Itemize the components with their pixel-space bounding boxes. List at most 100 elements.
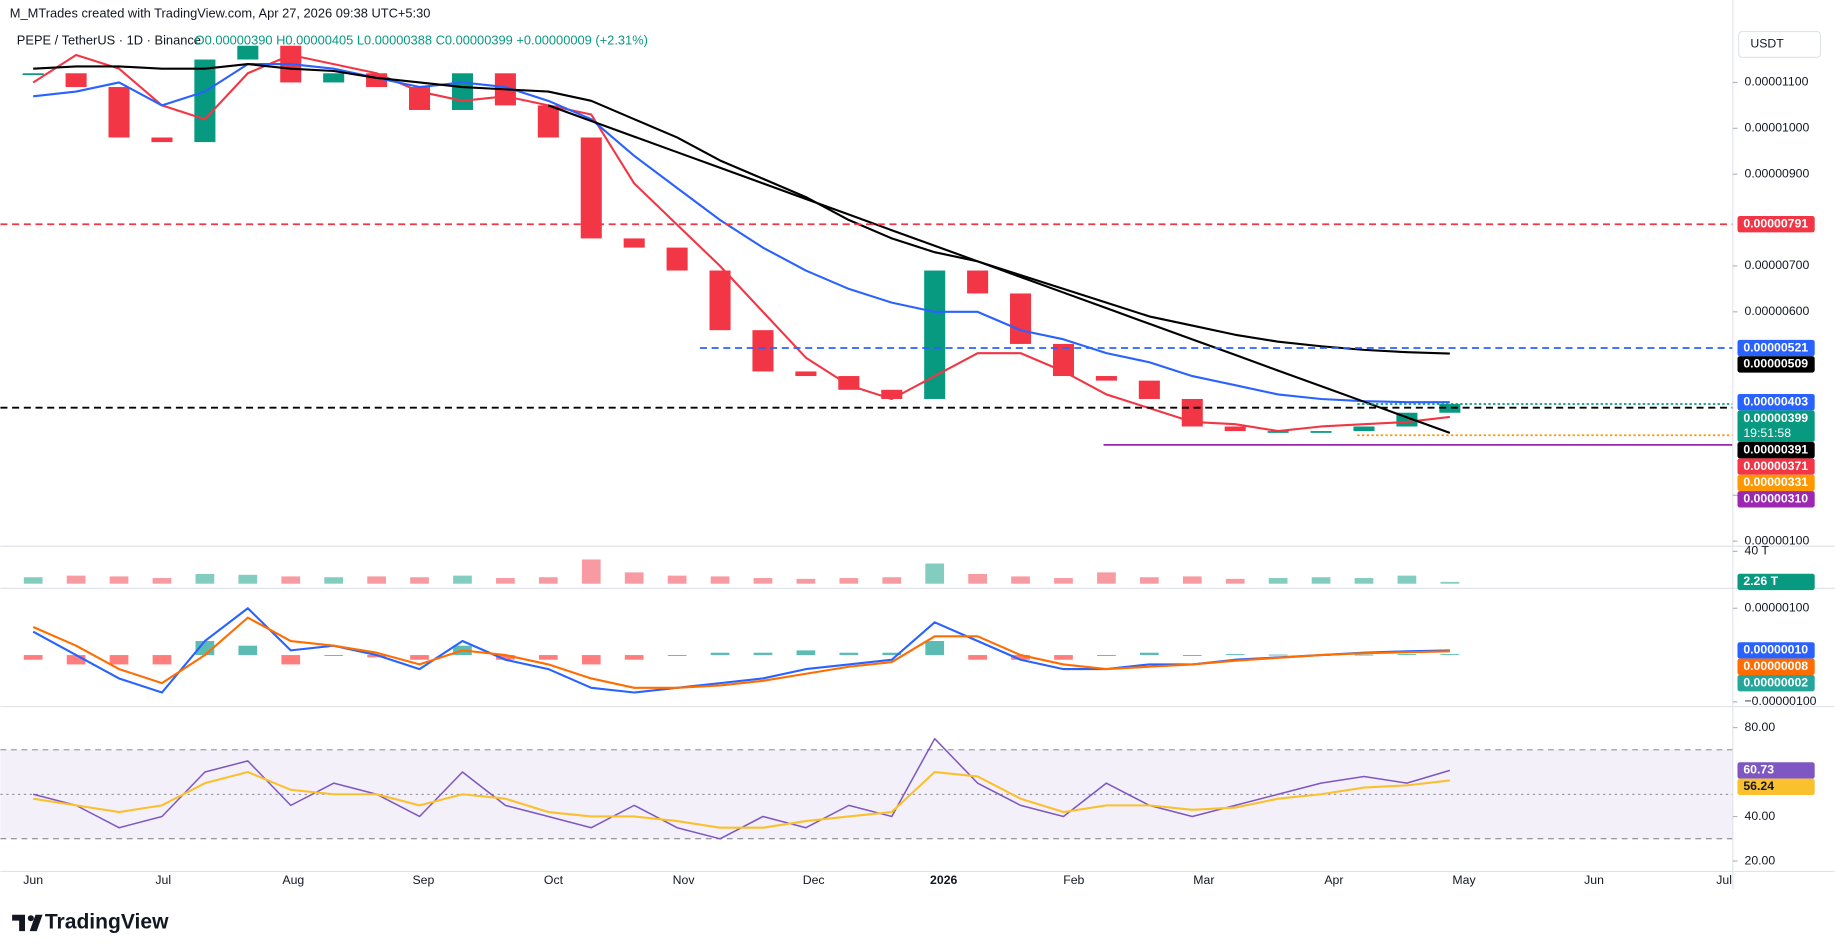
candle: [709, 270, 731, 331]
volume-bar: [1011, 576, 1030, 584]
time-axis-label: May: [1452, 873, 1476, 887]
price-badge-label: 0.00000002: [1743, 675, 1808, 689]
brand-logo: [12, 914, 43, 932]
volume-bar: [496, 578, 515, 584]
price-badge-label: 60.73: [1743, 763, 1774, 777]
histogram-bar: [1268, 654, 1288, 656]
histogram-bar: [1182, 655, 1202, 656]
time-axis-label: Jul: [155, 873, 171, 887]
volume-bar: [667, 575, 687, 584]
candle: [1439, 404, 1461, 413]
logo-mark: [27, 915, 34, 922]
price-badge: [1737, 778, 1815, 796]
candle: [194, 59, 216, 143]
y-tick-label: 20.00: [1745, 853, 1776, 867]
candle: [537, 105, 559, 138]
candle: [451, 73, 473, 110]
histogram-bar: [1440, 654, 1460, 656]
histogram-bar: [1397, 654, 1417, 656]
price-badge: [1737, 216, 1815, 233]
volume-bar: [453, 575, 472, 584]
volume-bar: [710, 576, 730, 584]
candle: [666, 247, 688, 271]
y-tick-label: 0.00001100: [1745, 75, 1809, 89]
volume-bar: [882, 577, 902, 584]
price-badge-label: 0.00000521: [1743, 340, 1808, 354]
series-line: [547, 104, 1451, 434]
histogram-bar: [667, 655, 687, 656]
histogram-bar: [581, 655, 601, 665]
price-badge: [1737, 642, 1815, 659]
candle: [65, 73, 87, 88]
histogram-bar: [367, 655, 386, 658]
price-badge: [1737, 573, 1815, 591]
candle: [22, 73, 44, 76]
price-badge-label: 0.00000010: [1743, 643, 1808, 657]
price-badge: [1737, 339, 1815, 357]
volume-bar: [66, 575, 86, 584]
price-badge: [1737, 356, 1815, 373]
volume-bar: [796, 578, 816, 584]
volume-bar: [581, 559, 601, 584]
volume-bar: [109, 576, 129, 584]
histogram-bar: [710, 652, 730, 656]
time-axis-label: Nov: [673, 873, 696, 887]
volume-bar: [624, 572, 644, 584]
price-badge-label: 0.00000008: [1743, 659, 1808, 673]
candle: [580, 137, 602, 239]
volume-bar: [1139, 577, 1159, 584]
candle: [1095, 376, 1117, 381]
histogram-bar: [1139, 652, 1159, 656]
candle: [967, 270, 989, 294]
brand: TradingView: [45, 910, 169, 933]
histogram-bar: [1354, 654, 1374, 656]
volume-bar: [925, 563, 945, 584]
candle: [323, 73, 345, 83]
currency[interactable]: USDT: [1750, 37, 1784, 51]
y-tick-label: 0.00000900: [1745, 166, 1810, 180]
price-badge: [1737, 762, 1815, 779]
candle: [623, 238, 645, 248]
volume-bar: [410, 577, 429, 584]
candle: [1052, 343, 1075, 377]
currency-button[interactable]: [1738, 30, 1822, 58]
histogram-bar: [968, 655, 987, 660]
symbol: PEPE / TetherUS · 1D · Binance: [17, 32, 201, 47]
volume-bar: [839, 578, 859, 584]
candle: [881, 389, 903, 399]
price-badge-label: 0.00000391: [1743, 442, 1808, 456]
y-tick-label: −0.00000100: [1745, 694, 1817, 708]
price-badge-label: 0.00000310: [1743, 492, 1808, 506]
candle: [1310, 431, 1332, 433]
histogram-bar: [796, 650, 816, 656]
histogram-bar: [281, 655, 301, 665]
histogram-bar: [1011, 655, 1030, 660]
price-badge-label: 0.00000399: [1743, 411, 1808, 425]
candle: [237, 45, 259, 60]
time-axis-label: Aug: [282, 873, 304, 887]
time-axis-label: Feb: [1063, 873, 1084, 887]
labels: Jun Jul Aug Sep Oct Nov Dec 2026 Feb Mar Apr May Jun…: [23, 75, 1816, 887]
histogram-bar: [1097, 655, 1116, 656]
price-badge: [1737, 658, 1815, 675]
volume-bar: [968, 574, 987, 584]
candle: [1138, 380, 1160, 399]
time-axis-label: Jun: [1584, 873, 1604, 887]
time-axis-label: Apr: [1324, 873, 1343, 887]
histogram-bar: [324, 655, 344, 656]
volume-bar: [195, 574, 215, 584]
series-line: [33, 63, 1450, 404]
volume-bar: [1440, 581, 1460, 584]
price-badge-label: 0.00000371: [1743, 459, 1808, 473]
price-badge-label: 56.24: [1743, 779, 1774, 793]
histogram-bar: [882, 652, 902, 656]
time-axis-label: Jun: [23, 873, 43, 887]
y-tick-label: 0.00000700: [1745, 258, 1810, 272]
volume-bar: [1225, 578, 1245, 584]
price-badge-label: 2.26 T: [1743, 574, 1778, 588]
price-badge: [1737, 458, 1815, 475]
y-tick-label: 40.00: [1745, 809, 1776, 823]
histogram-bar: [238, 645, 258, 656]
volume-bar: [238, 574, 258, 584]
